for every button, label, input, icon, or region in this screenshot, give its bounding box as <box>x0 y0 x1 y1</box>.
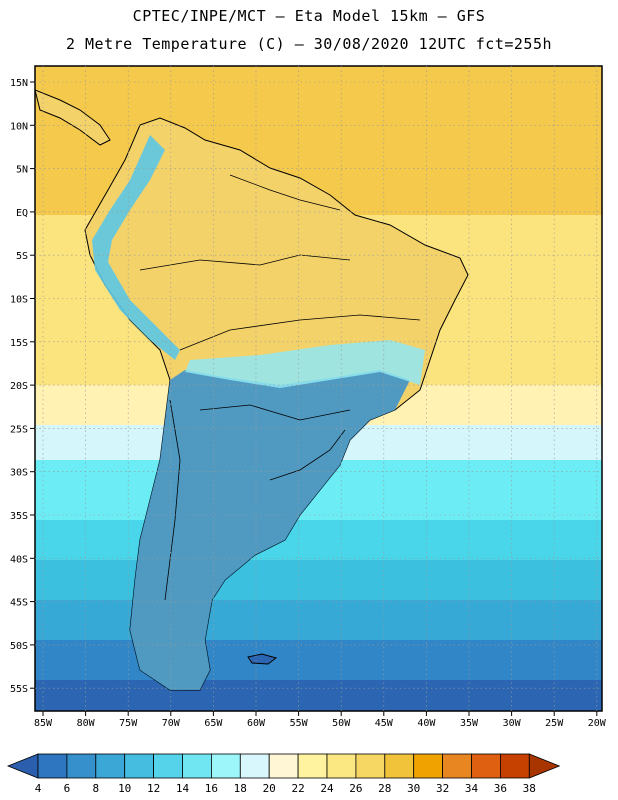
colorbar-label: 6 <box>64 782 71 795</box>
lon-label: 20W <box>588 718 607 729</box>
lon-label: 30W <box>503 718 522 729</box>
lat-label: 10N <box>10 121 28 132</box>
lon-label: 65W <box>204 718 223 729</box>
colorbar-swatch <box>153 753 183 779</box>
ocean-band <box>35 560 602 600</box>
colorbar-labels: 4 6 8 10 12 14 16 18 20 22 24 26 28 30 32 34 36 38 <box>35 782 536 795</box>
lat-label: 50S <box>10 641 28 652</box>
lon-label: 25W <box>545 718 564 729</box>
lat-label: 30S <box>10 468 28 479</box>
colorbar-label: 18 <box>234 782 247 795</box>
lon-label: 45W <box>375 718 394 729</box>
lon-label: 50W <box>332 718 351 729</box>
lon-label: 60W <box>247 718 266 729</box>
colorbar-swatch <box>66 753 97 779</box>
lon-label: 55W <box>290 718 309 729</box>
lat-label: 45S <box>10 598 28 609</box>
andes-cold-strip <box>92 135 180 360</box>
falkland-islands <box>247 653 278 665</box>
title-line-1: CPTEC/INPE/MCT – Eta Model 15km – GFS <box>132 7 486 25</box>
colorbar-swatch <box>326 753 357 779</box>
lat-label: 15S <box>10 338 28 349</box>
lon-label: 35W <box>460 718 479 729</box>
southern-cool-region <box>130 370 410 690</box>
central-america-land <box>35 89 111 146</box>
colorbar-swatch <box>268 753 299 779</box>
colorbar: 4 6 8 10 12 14 16 18 20 22 24 26 28 30 32 34 36 38 <box>6 753 561 795</box>
lat-label: 20S <box>10 381 28 392</box>
ocean-band <box>35 680 602 711</box>
colorbar-label: 8 <box>92 782 99 795</box>
colorbar-swatch <box>210 753 241 779</box>
colorbar-label: 30 <box>407 782 420 795</box>
colorbar-label: 34 <box>465 782 479 795</box>
lat-label: 5S <box>16 251 28 262</box>
ocean-band <box>35 640 602 680</box>
lat-label: 25S <box>10 424 28 435</box>
colorbar-swatch <box>528 753 561 779</box>
colorbar-label: 22 <box>291 782 304 795</box>
ocean-band <box>35 600 602 640</box>
temperature-map: 15N 10N 5N EQ 5S 10S 15S 20S 25S 30S 35S 40S 45S 50S 5… <box>10 65 607 729</box>
colorbar-swatch <box>297 753 328 779</box>
colorbar-swatch <box>499 753 530 779</box>
lon-label: 75W <box>119 718 138 729</box>
lon-label: 40W <box>417 718 436 729</box>
colorbar-swatch <box>37 753 68 779</box>
lat-label: 55S <box>10 684 28 695</box>
colorbar-label: 24 <box>320 782 334 795</box>
colorbar-label: 36 <box>494 782 507 795</box>
colorbar-boxes <box>6 753 561 779</box>
lon-label: 80W <box>77 718 96 729</box>
lat-label: 35S <box>10 511 28 522</box>
graticule <box>35 66 602 711</box>
colorbar-swatch <box>239 753 270 779</box>
colorbar-label: 20 <box>263 782 276 795</box>
colorbar-swatch <box>471 753 501 779</box>
colorbar-swatch <box>355 753 386 779</box>
colorbar-label: 10 <box>118 782 131 795</box>
longitude-labels: 85W 80W 75W 70W 65W 60W 55W 50W 45W 40W 35W 30W 25W 2… <box>34 711 607 729</box>
colorbar-label: 4 <box>35 782 42 795</box>
lon-label: 85W <box>34 718 53 729</box>
lat-label: 5N <box>16 165 28 176</box>
colorbar-swatch <box>95 753 126 779</box>
latitude-labels: 15N 10N 5N EQ 5S 10S 15S 20S 25S 30S 35S 40S 45S 50S 5… <box>10 78 35 695</box>
colorbar-label: 26 <box>349 782 362 795</box>
colorbar-label: 14 <box>176 782 190 795</box>
mid-transition-region <box>185 340 425 388</box>
lat-label: 10S <box>10 295 28 306</box>
colorbar-label: 32 <box>436 782 449 795</box>
lat-label: 40S <box>10 554 28 565</box>
colorbar-swatch <box>182 753 212 779</box>
colorbar-label: 16 <box>205 782 218 795</box>
colorbar-swatch <box>124 753 154 779</box>
lat-label: EQ <box>16 208 28 219</box>
colorbar-label: 12 <box>147 782 160 795</box>
colorbar-swatch <box>442 753 472 779</box>
colorbar-label: 38 <box>523 782 536 795</box>
colorbar-swatch <box>384 753 415 779</box>
colorbar-label: 28 <box>378 782 391 795</box>
ocean-band <box>35 520 602 560</box>
map-frame <box>34 65 603 712</box>
colorbar-swatch <box>6 753 39 779</box>
lon-label: 70W <box>162 718 181 729</box>
lat-label: 15N <box>10 78 28 89</box>
colorbar-swatch <box>413 753 444 779</box>
title-line-2: 2 Metre Temperature (C) – 30/08/2020 12U… <box>65 35 553 53</box>
